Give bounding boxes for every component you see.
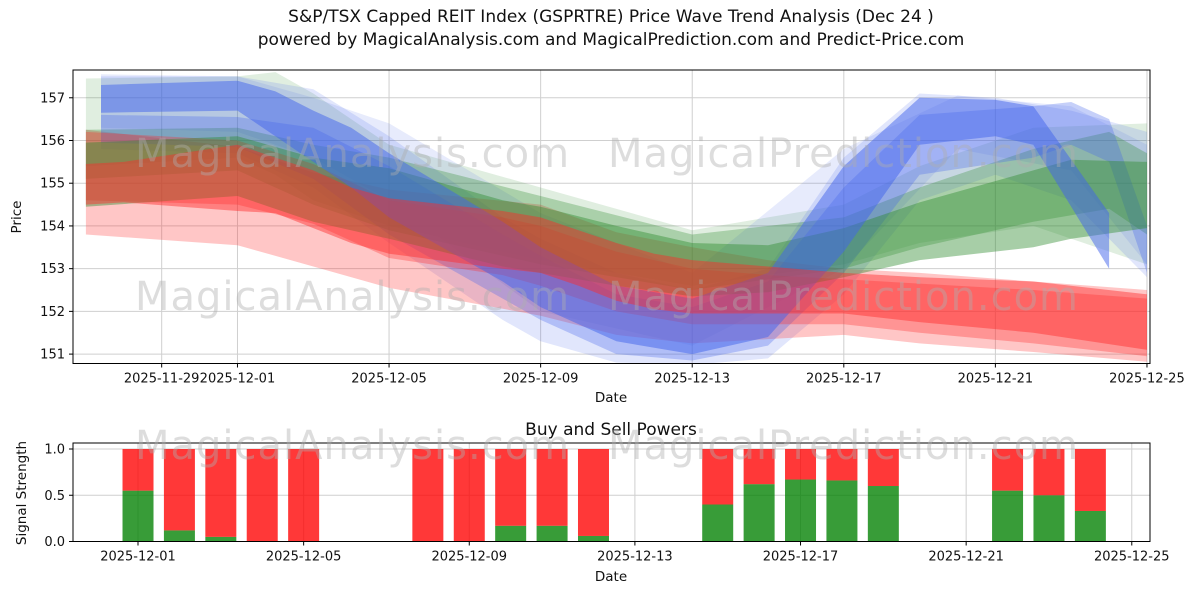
sell-bar-segment xyxy=(702,449,734,505)
y-tick-label: 153 xyxy=(40,262,65,277)
buy-bar-segment xyxy=(785,479,817,542)
y-tick-label: 157 xyxy=(40,91,65,106)
x-tick-label: 2025-12-17 xyxy=(806,372,882,387)
wave-band-blue-dark xyxy=(101,80,1110,355)
y-tick-label-bottom: 1.0 xyxy=(44,443,65,458)
y-tick-label: 155 xyxy=(40,177,65,192)
y-tick-label-bottom: 0.5 xyxy=(44,489,65,504)
x-tick-label: 2025-12-21 xyxy=(958,372,1034,387)
sell-bar-segment xyxy=(246,449,278,542)
figure-title: S&P/TSX Capped REIT Index (GSPRTRE) Pric… xyxy=(288,7,934,27)
wave-band-red-main xyxy=(85,144,1147,350)
y-tick-label-bottom: 0.0 xyxy=(44,535,65,550)
wave-band-green-pale xyxy=(85,72,1147,286)
buy-sell-chart-title: Buy and Sell Powers xyxy=(525,420,697,440)
x-tick-label-bottom: 2025-12-13 xyxy=(597,550,673,565)
x-tick-label-bottom: 2025-12-09 xyxy=(431,550,507,565)
buy-bar-segment xyxy=(577,535,609,542)
sell-bar-segment xyxy=(785,449,817,480)
x-tick-label-bottom: 2025-12-25 xyxy=(1094,550,1170,565)
x-tick-label-bottom: 2025-12-21 xyxy=(928,550,1004,565)
x-tick-label: 2025-12-09 xyxy=(503,372,579,387)
top-plot-frame xyxy=(72,69,1151,364)
x-tick-label: 2025-12-25 xyxy=(1109,372,1185,387)
sell-bar-segment xyxy=(536,449,568,526)
y-tick-label: 154 xyxy=(40,219,65,234)
price-axis-label: Price xyxy=(9,200,25,234)
buy-bar-segment xyxy=(205,536,237,542)
buy-bar-segment xyxy=(536,525,568,542)
sell-bar-segment xyxy=(453,449,485,542)
figure-subtitle: powered by MagicalAnalysis.com and Magic… xyxy=(257,30,965,50)
wave-band-red-mid xyxy=(85,131,1147,357)
buy-bar-segment xyxy=(826,480,858,542)
buy-bar-segment xyxy=(992,490,1024,542)
y-tick-label: 156 xyxy=(40,134,65,149)
sell-bar-segment xyxy=(1074,449,1106,511)
sell-bar-segment xyxy=(122,449,154,491)
signal-strength-axis-label: Signal Strength xyxy=(14,440,30,546)
buy-bar-segment xyxy=(743,484,775,542)
sell-bar-segment xyxy=(743,449,775,485)
sell-bar-segment xyxy=(495,449,527,526)
y-tick-label: 152 xyxy=(40,305,65,320)
sell-bar-segment xyxy=(1033,449,1065,496)
x-tick-label: 2025-12-05 xyxy=(351,372,427,387)
x-tick-label: 2025-12-13 xyxy=(654,372,730,387)
date-axis-label-top: Date xyxy=(594,390,628,406)
sell-bar-segment xyxy=(867,449,899,487)
buy-bar-segment xyxy=(867,486,899,542)
buy-bar-segment xyxy=(702,504,734,542)
buy-bar-segment xyxy=(122,490,154,542)
x-tick-label: 2025-11-29 xyxy=(124,372,200,387)
wave-band-red-pale xyxy=(85,129,1147,362)
sell-bar-segment xyxy=(163,449,195,531)
bottom-plot-frame xyxy=(72,442,1151,542)
sell-bar-segment xyxy=(412,449,444,542)
sell-bar-segment xyxy=(288,449,320,542)
x-tick-label-bottom: 2025-12-05 xyxy=(266,550,342,565)
x-tick-label: 2025-12-01 xyxy=(200,372,276,387)
sell-bar-segment xyxy=(826,449,858,481)
buy-bar-segment xyxy=(1033,495,1065,542)
buy-bar-segment xyxy=(1074,510,1106,542)
y-tick-label: 151 xyxy=(40,348,65,363)
sell-bar-segment xyxy=(577,449,609,536)
buy-bar-segment xyxy=(495,525,527,542)
date-axis-label-bottom: Date xyxy=(594,569,628,585)
sell-bar-segment xyxy=(992,449,1024,491)
x-tick-label-bottom: 2025-12-17 xyxy=(763,550,839,565)
x-tick-label-bottom: 2025-12-01 xyxy=(100,550,176,565)
buy-bar-segment xyxy=(163,530,195,542)
sell-bar-segment xyxy=(205,449,237,537)
